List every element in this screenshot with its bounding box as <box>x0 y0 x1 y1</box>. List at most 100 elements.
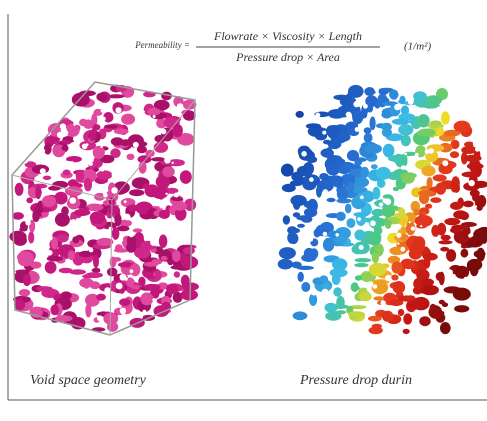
pore <box>367 287 372 292</box>
pore <box>428 228 431 231</box>
flow-blob <box>423 253 438 261</box>
pore <box>136 132 139 135</box>
flow-blob <box>289 233 299 244</box>
flow-blob <box>365 144 382 154</box>
pore <box>112 173 116 177</box>
pore <box>143 111 145 113</box>
pore <box>104 287 111 294</box>
pore <box>359 245 364 250</box>
flow-blob <box>444 218 460 225</box>
void-blob <box>28 232 34 244</box>
flow-blob <box>439 300 445 305</box>
void-blob <box>93 146 105 159</box>
pore <box>153 127 157 131</box>
pore <box>322 289 329 296</box>
flow-blob <box>359 292 372 302</box>
pore <box>355 127 360 132</box>
flow-blob <box>400 154 408 165</box>
flow-blob <box>470 190 480 197</box>
pore <box>420 225 422 227</box>
flow-blob <box>333 95 349 101</box>
flow-blob <box>398 296 415 302</box>
flow-blob <box>352 111 367 119</box>
void-blob <box>54 192 67 205</box>
flow-blob <box>418 190 434 196</box>
void-blob <box>104 124 118 128</box>
flow-blob <box>296 266 314 270</box>
flow-blob <box>337 132 351 142</box>
flow-blob <box>370 117 376 131</box>
void-blob <box>159 235 168 248</box>
flow-blob <box>316 185 322 197</box>
flow-blob <box>372 252 379 263</box>
flow-blob <box>393 281 406 294</box>
pore <box>157 223 164 230</box>
void-blob <box>155 270 161 280</box>
pore <box>381 226 384 229</box>
formula-lhs: Permeability = <box>134 40 190 50</box>
void-blob <box>61 291 72 299</box>
flow-blob <box>414 236 426 250</box>
flow-blob <box>298 272 304 282</box>
void-blob <box>126 242 136 253</box>
pore <box>124 200 127 203</box>
flow-blob <box>391 261 402 273</box>
flow-blob <box>291 172 302 182</box>
pore <box>73 137 78 142</box>
flow-blob <box>291 228 300 233</box>
void-blob <box>50 305 59 316</box>
pore <box>177 103 184 110</box>
pore <box>405 289 411 295</box>
void-blob <box>171 197 183 201</box>
void-blob <box>138 277 145 287</box>
void-blob <box>159 210 170 219</box>
flow-blob <box>418 129 436 137</box>
pore <box>70 219 76 225</box>
void-blob <box>111 137 124 145</box>
pore <box>397 242 399 244</box>
flow-blob <box>453 288 471 301</box>
void-blob <box>112 227 120 240</box>
void-blob <box>45 261 57 274</box>
flow-blob <box>421 166 435 177</box>
flow-blob <box>355 275 362 280</box>
void-blob <box>85 272 103 278</box>
flow-blob <box>440 322 451 334</box>
flow-blob <box>427 177 433 189</box>
void-blob <box>12 212 24 220</box>
pore <box>97 315 103 321</box>
flow-blob <box>430 197 441 203</box>
flow-blob <box>450 227 461 233</box>
pore <box>471 314 477 320</box>
void-blob <box>68 250 75 260</box>
pore <box>447 269 453 275</box>
flow-blob <box>372 187 380 200</box>
pore <box>411 226 415 230</box>
pore <box>323 189 328 194</box>
void-blob <box>47 256 63 262</box>
void-blob <box>161 256 168 261</box>
void-blob <box>144 262 159 267</box>
flow-blob <box>319 275 328 282</box>
pore <box>108 165 111 168</box>
void-blob <box>97 170 113 179</box>
flow-blob <box>408 302 425 309</box>
void-blob <box>96 93 107 102</box>
pore <box>335 233 339 237</box>
pore <box>87 235 90 238</box>
pore <box>397 202 400 205</box>
pore <box>303 296 306 299</box>
void-blob <box>107 206 120 215</box>
flow-blob <box>364 127 372 134</box>
flow-blob <box>323 238 334 252</box>
pore <box>81 224 88 231</box>
flow-blob <box>330 268 348 277</box>
pore <box>357 217 361 221</box>
flow-blob <box>401 135 411 147</box>
pore <box>152 298 155 301</box>
flow-blob <box>293 197 301 210</box>
pore <box>425 149 430 154</box>
flow-blob <box>348 90 362 97</box>
pore <box>367 281 373 287</box>
pore <box>144 237 147 240</box>
